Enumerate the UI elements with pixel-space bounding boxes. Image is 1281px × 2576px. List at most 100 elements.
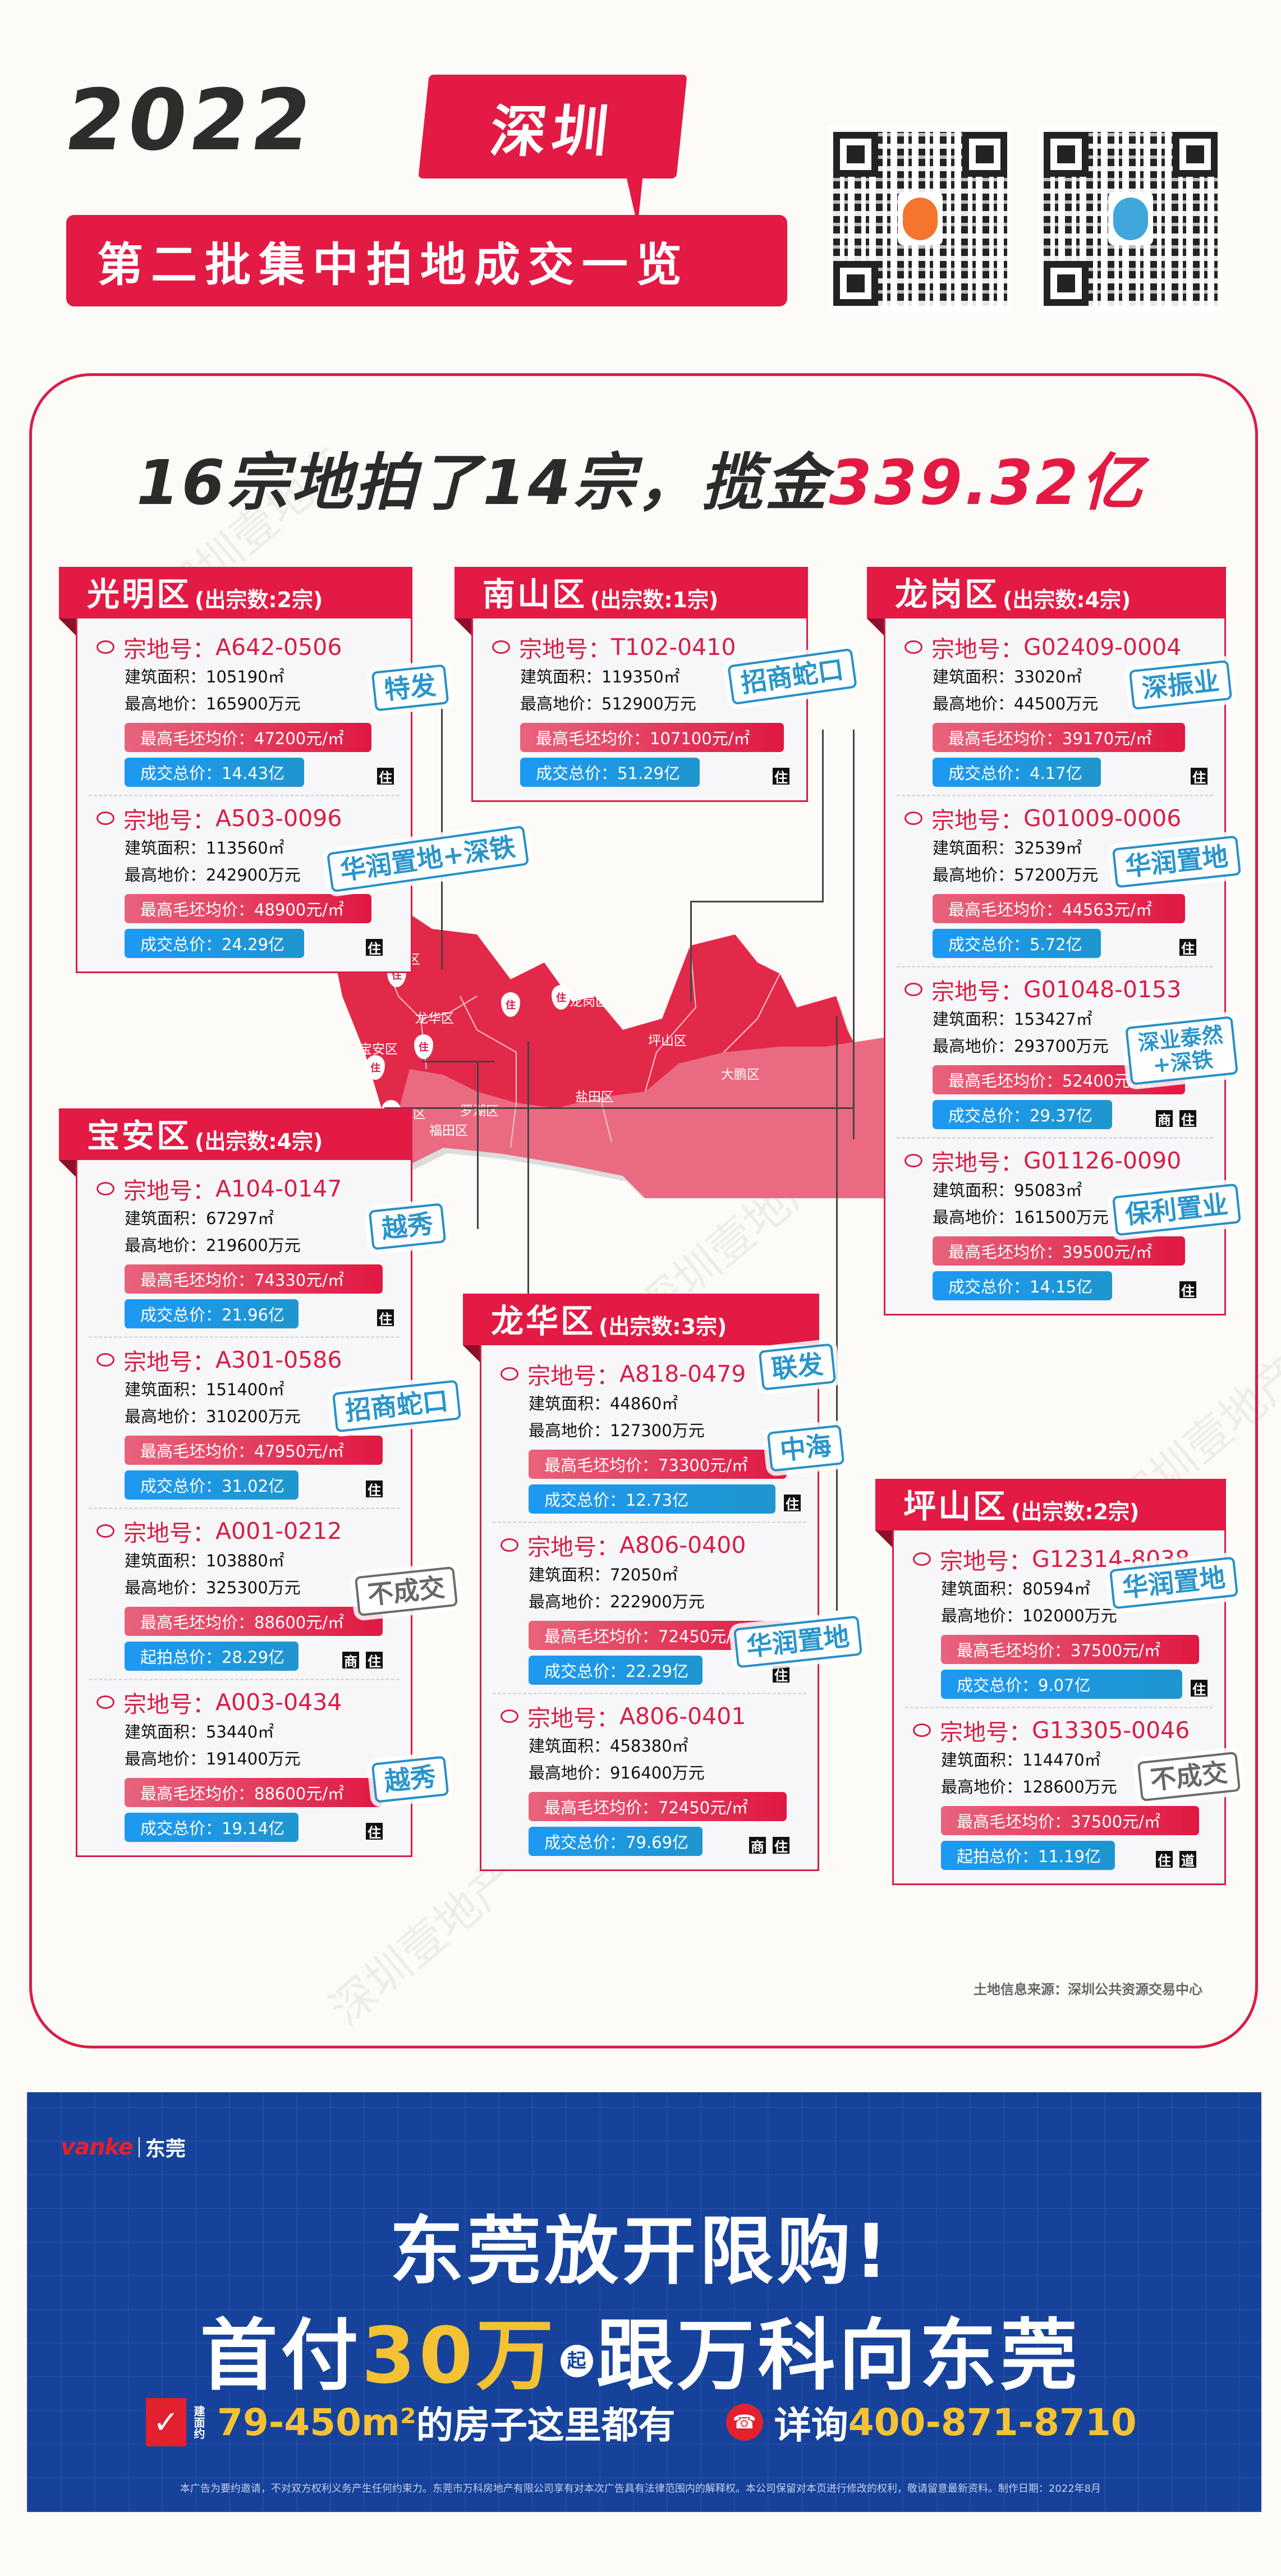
bullet-circle-icon [97,1524,114,1538]
connector-line [527,1042,529,1507]
road-tag: 道 [1179,1851,1196,1869]
avg-price-bar: 最高毛坯均价：73300元/㎡ [529,1450,787,1479]
bullet-circle-icon [501,1367,518,1381]
connector-line [822,730,824,901]
total-price-bar: 成交总价：9.07亿 [941,1670,1182,1699]
buyer-stamp: 越秀 [368,1203,447,1250]
plot-item[interactable]: 宗地号： G01048-0153 建筑面积：153427㎡ 最高地价：293700… [897,966,1213,1137]
map-label-longhua: 龙华区 [415,1011,454,1026]
residential-tag: 住 [773,1666,789,1684]
bullet-circle-icon [904,983,922,996]
map-label-yantian: 盐田区 [575,1090,614,1104]
connector-line [690,901,692,1002]
ad-info-line: ✓ 建面约 79-450m² 的房子这里都有 ☎ 详询 400-871-8710 [146,2395,1137,2449]
district-title: 龙岗区 (出宗数:4宗) [867,567,1226,635]
residential-tag: 住 [377,768,394,786]
bullet-circle-icon [492,640,510,654]
plot-item[interactable]: 宗地号： G01009-0006 建筑面积：32539㎡ 最高地价：57200万元… [897,795,1213,966]
bullet-circle-icon [97,1695,114,1709]
plot-item[interactable]: 宗地号： G13305-0046 建筑面积：114470㎡ 最高地价：128600… [905,1707,1213,1878]
plot-item[interactable]: 宗地号： A806-0401 建筑面积：458380㎡ 最高地价：916400万元… [493,1693,806,1864]
bullet-circle-icon [913,1552,931,1566]
residential-tag: 住 [1191,768,1207,786]
bullet-circle-icon [904,1154,922,1167]
avg-price-bar: 最高毛坯均价：72450元/㎡ [529,1792,787,1821]
residential-tag: 住 [1191,1680,1207,1698]
residential-tag: 住 [1179,1281,1196,1299]
map-pin-icon[interactable]: 住 [414,1034,433,1059]
ad-phone-number[interactable]: 400-871-8710 [848,2400,1137,2444]
plot-item[interactable]: 宗地号： A642-0506 建筑面积：105190㎡ 最高地价：165900万元… [77,625,411,795]
bullet-circle-icon [913,1724,931,1737]
bullet-circle-icon [97,640,114,654]
plot-item[interactable]: 宗地号： T102-0410 建筑面积：119350㎡ 最高地价：512900万元… [473,625,806,795]
qr-code-1[interactable] [828,126,1013,311]
plot-item[interactable]: 宗地号： A806-0400 建筑面积：72050㎡ 最高地价：222900万元 … [493,1521,806,1693]
residential-tag: 住 [366,939,383,957]
connector-line [477,1061,479,1229]
plot-item[interactable]: 宗地号： G02409-0004 建筑面积：33020㎡ 最高地价：44500万元… [885,625,1224,795]
connector-line [422,1061,495,1062]
bullet-circle-icon [501,1538,518,1552]
ad-subheadline: 首付30万起跟万科向东莞 [200,2311,1081,2401]
header-city-badge: 深圳 [418,75,687,178]
bullet-circle-icon [904,640,922,654]
district-card-pingshan: 坪山区 (出宗数:2宗) 宗地号： G12314-8038 建筑面积：80594㎡… [875,1479,1226,1885]
bullet-circle-icon [97,1353,114,1367]
avg-price-bar: 最高毛坯均价：48900元/㎡ [125,894,371,923]
map-pin-icon[interactable]: 住 [552,985,571,1010]
map-label-luohu: 罗湖区 [460,1104,499,1119]
buyer-stamp: 联发 [758,1343,837,1391]
advertisement-banner[interactable] [27,2092,1261,2512]
ad-disclaimer: 本广告为要约邀请，不对双方权利义务产生任何约束力。东莞市万科房地产有限公司享有对… [180,2483,1101,2495]
bullet-circle-icon [97,812,114,825]
total-price-bar: 成交总价：5.72亿 [933,929,1101,958]
map-pin-icon[interactable]: 住 [366,1055,385,1080]
residential-tag: 住 [773,1837,789,1855]
headline-prefix: 16宗地拍了14宗，揽金 [136,447,829,519]
residential-tag: 住 [366,1480,383,1498]
district-card-longhua: 龙华区 (出宗数:3宗) 宗地号： A818-0479 建筑面积：44860㎡ 最… [463,1294,819,1871]
buyer-stamp: 中海 [766,1424,845,1472]
map-label-futian: 福田区 [429,1124,468,1138]
residential-tag: 住 [366,1823,383,1841]
map-label-longgang: 龙岗区 [570,994,608,1009]
district-card-nanshan: 南山区 (出宗数:1宗) 宗地号： T102-0410 建筑面积：119350㎡ … [454,567,808,802]
plot-item[interactable]: 宗地号： A001-0212 建筑面积：103880㎡ 最高地价：325300万元… [89,1507,400,1679]
plot-item[interactable]: 宗地号： A104-0147 建筑面积：67297㎡ 最高地价：219600万元 … [77,1167,411,1336]
avg-price-bar: 最高毛坯均价：88600元/㎡ [125,1778,383,1807]
district-title: 南山区 (出宗数:1宗) [454,567,808,635]
connector-line [384,1107,855,1109]
total-price-bar: 成交总价：51.29亿 [520,758,700,787]
avg-price-bar: 最高毛坯均价：72450元/㎡ [529,1621,787,1650]
header-year: 2022 [59,72,321,169]
header-subtitle: 第二批集中拍地成交一览 [66,215,787,306]
data-source-note: 土地信息来源：深圳公共资源交易中心 [974,1982,1202,1997]
avg-price-bar: 最高毛坯均价：47950元/㎡ [125,1436,383,1465]
qr-code-2[interactable] [1038,126,1223,311]
commercial-tag: 商 [1156,1110,1173,1128]
plot-item[interactable]: 宗地号： A301-0586 建筑面积：151400㎡ 最高地价：310200万元… [89,1336,400,1507]
total-price-bar: 成交总价：19.14亿 [125,1813,299,1842]
avg-price-bar: 最高毛坯均价：88600元/㎡ [125,1607,383,1636]
residential-tag: 住 [377,1309,394,1327]
total-price-bar: 成交总价：29.37亿 [933,1100,1112,1129]
total-price-bar: 成交总价：79.69亿 [529,1827,703,1856]
residential-tag: 住 [784,1495,801,1512]
total-price-bar: 成交总价：21.96亿 [125,1299,299,1328]
bullet-circle-icon [904,812,922,825]
plot-item[interactable]: 宗地号： A003-0434 建筑面积：53440㎡ 最高地价：191400万元 … [89,1679,400,1850]
shenzhen-map [331,906,898,1198]
plot-item[interactable]: 宗地号： A503-0096 建筑面积：113560㎡ 最高地价：242900万元… [89,795,400,966]
plot-item[interactable]: 宗地号： A818-0479 建筑面积：44860㎡ 最高地价：127300万元 … [481,1352,818,1521]
avg-price-bar: 最高毛坯均价：44563元/㎡ [933,894,1185,923]
buyer-stamp: 深业泰然 +深铁 [1125,1016,1238,1085]
bullet-circle-icon [97,1182,114,1195]
plot-item[interactable]: 宗地号： G01126-0090 建筑面积：95083㎡ 最高地价：161500万… [897,1137,1213,1308]
total-price-bar: 成交总价：22.29亿 [529,1656,703,1685]
total-price-bar: 成交总价：14.43亿 [125,758,304,787]
commercial-tag: 商 [749,1837,766,1855]
map-pin-icon[interactable]: 住 [501,992,520,1017]
ad-brand-logo: vanke 东莞 [61,2134,186,2161]
qr-logo-blue-icon [1108,192,1153,245]
